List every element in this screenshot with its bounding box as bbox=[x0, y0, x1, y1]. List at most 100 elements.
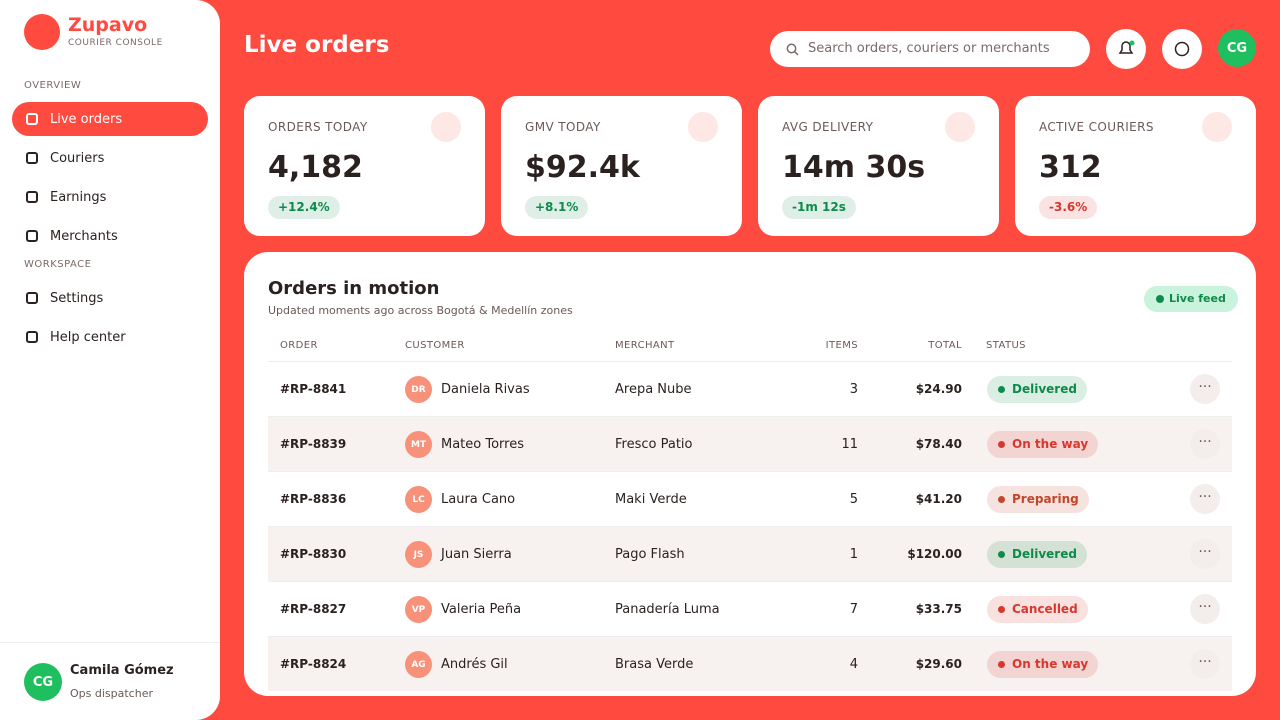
row-menu[interactable]: ··· bbox=[1190, 429, 1220, 459]
live-badge: Live feed bbox=[1144, 286, 1238, 312]
row-menu[interactable]: ··· bbox=[1190, 484, 1220, 514]
merchant-name: Brasa Verde bbox=[615, 657, 694, 672]
nav-icon bbox=[26, 331, 38, 343]
nav-icon bbox=[26, 152, 38, 164]
customer-initials: MT bbox=[405, 431, 432, 458]
orders-subtitle: Updated moments ago across Bogotá & Mede… bbox=[268, 304, 573, 317]
column-header: CUSTOMER bbox=[405, 340, 465, 351]
order-id: #RP-8824 bbox=[280, 657, 347, 671]
customer-name: Daniela Rivas bbox=[441, 382, 530, 397]
column-header: ITEMS bbox=[825, 340, 858, 351]
order-total: $33.75 bbox=[915, 602, 962, 616]
kpi-icon bbox=[431, 112, 461, 142]
help[interactable] bbox=[1162, 29, 1202, 69]
search-icon bbox=[786, 43, 799, 56]
item-count: 7 bbox=[849, 602, 858, 617]
order-row[interactable]: #RP-8841 DR Daniela Rivas Arepa Nube 3 $24.90… bbox=[268, 361, 1232, 416]
status-badge: Delivered bbox=[987, 376, 1087, 403]
user-name: Camila Gómez bbox=[70, 663, 174, 678]
customer-initials: AG bbox=[405, 651, 432, 678]
brand-name: Zupavo bbox=[68, 14, 148, 36]
nav-item[interactable]: Merchants bbox=[12, 219, 208, 253]
kpi-value: $92.4k bbox=[525, 150, 640, 185]
order-row[interactable]: #RP-8824 AG Andrés Gil Brasa Verde 4 $29.60 On… bbox=[268, 636, 1232, 691]
order-total: $120.00 bbox=[907, 547, 962, 561]
user-avatar: CG bbox=[24, 663, 62, 701]
customer-initials: JS bbox=[405, 541, 432, 568]
help-icon bbox=[1174, 41, 1190, 57]
item-count: 1 bbox=[849, 547, 858, 562]
nav-item[interactable]: Settings bbox=[12, 281, 208, 315]
nav-item[interactable]: Live orders bbox=[12, 102, 208, 136]
status-badge: On the way bbox=[987, 651, 1099, 678]
nav-item[interactable]: Earnings bbox=[12, 180, 208, 214]
order-total: $24.90 bbox=[915, 382, 962, 396]
order-id: #RP-8836 bbox=[280, 492, 347, 506]
customer-name: Laura Cano bbox=[441, 492, 516, 507]
order-total: $41.20 bbox=[915, 492, 962, 506]
order-row[interactable]: #RP-8839 MT Mateo Torres Fresco Patio 11 $78.… bbox=[268, 416, 1232, 471]
logo bbox=[24, 14, 60, 50]
order-row[interactable]: #RP-8836 LC Laura Cano Maki Verde 5 $41.20 Pre… bbox=[268, 471, 1232, 526]
user-panel: CG Camila Gómez Ops dispatcher bbox=[0, 642, 220, 701]
orders-card: Orders in motion Updated moments ago acr… bbox=[244, 252, 1256, 696]
nav-icon bbox=[26, 191, 38, 203]
order-id: #RP-8827 bbox=[280, 602, 347, 616]
customer-initials: LC bbox=[405, 486, 432, 513]
status-badge: Delivered bbox=[987, 541, 1087, 568]
customer-name: Juan Sierra bbox=[441, 547, 512, 562]
orders-title: Orders in motion bbox=[268, 278, 440, 299]
customer-name: Valeria Peña bbox=[441, 602, 522, 617]
kpi-delta: +8.1% bbox=[525, 196, 589, 219]
order-id: #RP-8841 bbox=[280, 382, 347, 396]
customer-name: Andrés Gil bbox=[441, 657, 508, 672]
row-menu[interactable]: ··· bbox=[1190, 594, 1220, 624]
kpi-card: ORDERS TODAY 4,182 +12.4% bbox=[244, 96, 485, 236]
merchant-name: Pago Flash bbox=[615, 547, 685, 562]
item-count: 11 bbox=[841, 437, 858, 452]
kpi-label: ACTIVE COURIERS bbox=[1039, 120, 1154, 134]
kpi-icon bbox=[688, 112, 718, 142]
column-header: MERCHANT bbox=[615, 340, 675, 351]
column-header: STATUS bbox=[986, 340, 1026, 351]
kpi-label: ORDERS TODAY bbox=[268, 120, 368, 134]
page-title: Live orders bbox=[244, 32, 390, 58]
column-header: TOTAL bbox=[928, 340, 962, 351]
merchant-name: Maki Verde bbox=[615, 492, 687, 507]
nav-icon bbox=[26, 113, 38, 125]
kpi-delta: -1m 12s bbox=[782, 196, 856, 219]
status-badge: Cancelled bbox=[987, 596, 1088, 623]
nav-item[interactable]: Couriers bbox=[12, 141, 208, 175]
row-menu[interactable]: ··· bbox=[1190, 374, 1220, 404]
kpi-label: GMV TODAY bbox=[525, 120, 601, 134]
order-row[interactable]: #RP-8827 VP Valeria Peña Panadería Luma 7 $33… bbox=[268, 581, 1232, 636]
row-menu[interactable]: ··· bbox=[1190, 649, 1220, 679]
nav-section-label: OVERVIEW bbox=[24, 80, 82, 91]
customer-initials: VP bbox=[405, 596, 432, 623]
kpi-value: 312 bbox=[1039, 150, 1102, 185]
search-placeholder: Search orders, couriers or merchants bbox=[808, 41, 1050, 56]
order-row[interactable]: #RP-8830 JS Juan Sierra Pago Flash 1 $120.00 D… bbox=[268, 526, 1232, 581]
nav-section-label: WORKSPACE bbox=[24, 259, 92, 270]
row-menu[interactable]: ··· bbox=[1190, 539, 1220, 569]
nav-item[interactable]: Help center bbox=[12, 320, 208, 354]
merchant-name: Fresco Patio bbox=[615, 437, 693, 452]
kpi-delta: -3.6% bbox=[1039, 196, 1098, 219]
column-header: ORDER bbox=[280, 340, 318, 351]
kpi-card: ACTIVE COURIERS 312 -3.6% bbox=[1015, 96, 1256, 236]
sidebar: Zupavo COURIER CONSOLE OVERVIEW Live orde… bbox=[0, 0, 220, 720]
customer-name: Mateo Torres bbox=[441, 437, 524, 452]
kpi-label: AVG DELIVERY bbox=[782, 120, 874, 134]
notifications[interactable] bbox=[1106, 29, 1146, 69]
nav-icon bbox=[26, 230, 38, 242]
status-badge: Preparing bbox=[987, 486, 1089, 513]
kpi-value: 4,182 bbox=[268, 150, 363, 185]
header-avatar[interactable]: CG bbox=[1218, 29, 1256, 67]
user-role: Ops dispatcher bbox=[70, 687, 153, 700]
merchant-name: Arepa Nube bbox=[615, 382, 692, 397]
brand-tagline: COURIER CONSOLE bbox=[68, 38, 163, 48]
search[interactable]: Search orders, couriers or merchants bbox=[770, 31, 1090, 67]
customer-initials: DR bbox=[405, 376, 432, 403]
